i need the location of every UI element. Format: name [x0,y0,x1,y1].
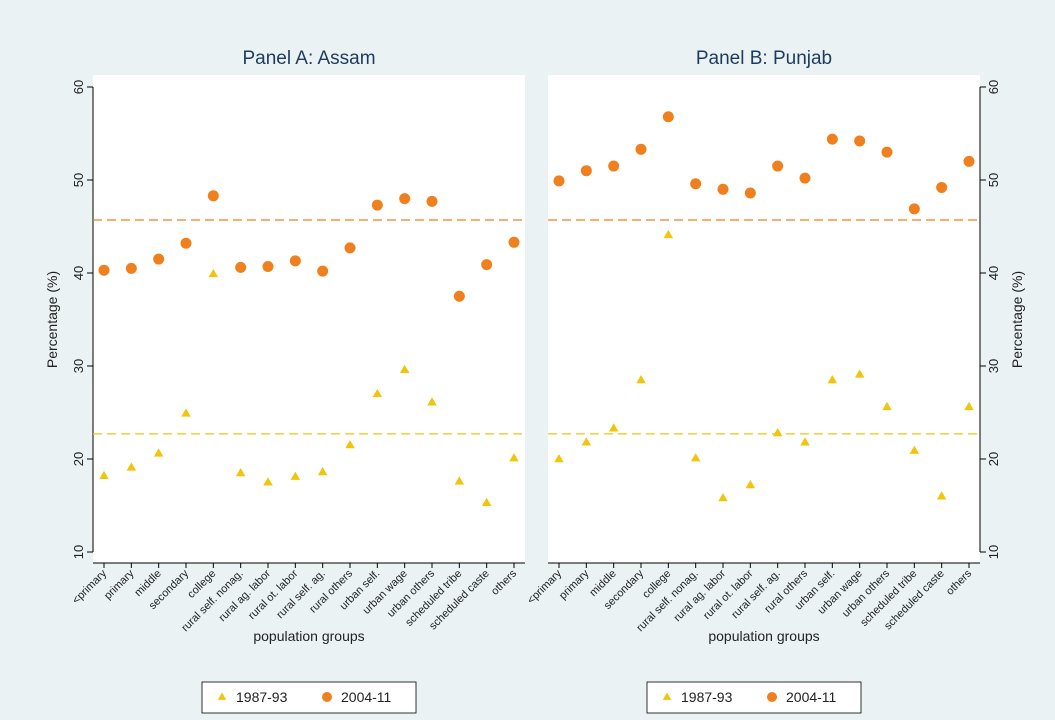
point [963,155,975,167]
legend [201,681,417,714]
y-tick-label: 10 [71,545,86,559]
point [290,471,301,480]
point [581,437,592,446]
point [508,236,520,248]
point [99,470,109,479]
y-axis-title: Percentage (%) [1009,271,1025,368]
point [772,160,784,172]
point [263,477,273,486]
point [317,265,329,277]
legend-label: 2004-11 [341,689,392,705]
point [344,242,356,254]
plot-area [548,75,980,563]
point [262,260,274,272]
y-tick-label: 10 [986,545,1001,559]
point [427,397,437,406]
x-axis-title: population groups [708,628,819,644]
point [125,262,137,274]
point [608,160,620,172]
point [744,187,756,199]
y-tick-label: 30 [986,359,1001,373]
legend [646,681,862,714]
point [453,290,465,302]
legend-label: 2004-11 [786,689,837,705]
point [317,467,328,476]
point [690,453,701,462]
point [964,401,974,411]
point [207,190,219,202]
y-tick-label: 40 [986,266,1001,280]
point [745,480,756,489]
y-axis-title: Percentage (%) [44,271,60,368]
point [553,175,565,187]
point [799,172,811,184]
point [800,437,810,446]
point [554,454,564,463]
y-tick-label: 20 [71,452,86,466]
y-tick-label: 20 [986,452,1001,466]
legend-symbol [767,692,777,702]
point [909,445,920,454]
point [208,268,219,278]
legend-symbol [322,692,332,702]
point [881,146,893,158]
point [580,165,592,177]
point [235,467,246,477]
y-tick-label: 30 [71,359,86,373]
point [454,476,465,485]
point [399,193,411,205]
point [882,401,892,411]
point [235,261,247,273]
point [827,374,838,384]
point [481,259,493,271]
point [663,229,674,239]
plot-area [93,75,525,563]
point [399,364,410,373]
point [690,178,702,190]
y-tick-label: 40 [71,266,86,280]
point [371,199,383,211]
point [126,462,137,471]
point [289,255,301,267]
legend-symbol [217,692,227,700]
y-tick-label: 50 [986,173,1001,187]
point [936,181,948,193]
panel-title: Panel B: Punjab [696,48,832,69]
panel-title: Panel A: Assam [242,48,375,69]
point [481,497,492,506]
legend-label: 1987-93 [681,689,733,705]
y-tick-label: 60 [986,80,1001,94]
point [717,183,729,195]
point [854,135,866,147]
y-tick-label: 50 [71,173,86,187]
point [345,440,355,449]
point [181,408,191,417]
point [662,111,674,123]
point [180,237,192,249]
point [854,369,865,378]
point [426,195,438,207]
point [372,388,383,398]
legend-symbol [662,692,672,700]
point [636,374,646,384]
point [936,491,947,500]
point [153,253,165,265]
legend-label: 1987-93 [236,689,288,705]
point [635,143,647,155]
point [509,453,519,462]
point [718,493,728,502]
y-tick-label: 60 [71,80,86,94]
point [98,264,110,276]
point [826,133,838,145]
point [772,427,783,437]
point [908,203,920,215]
x-axis-title: population groups [253,628,364,644]
point [153,448,164,457]
point [608,423,619,432]
